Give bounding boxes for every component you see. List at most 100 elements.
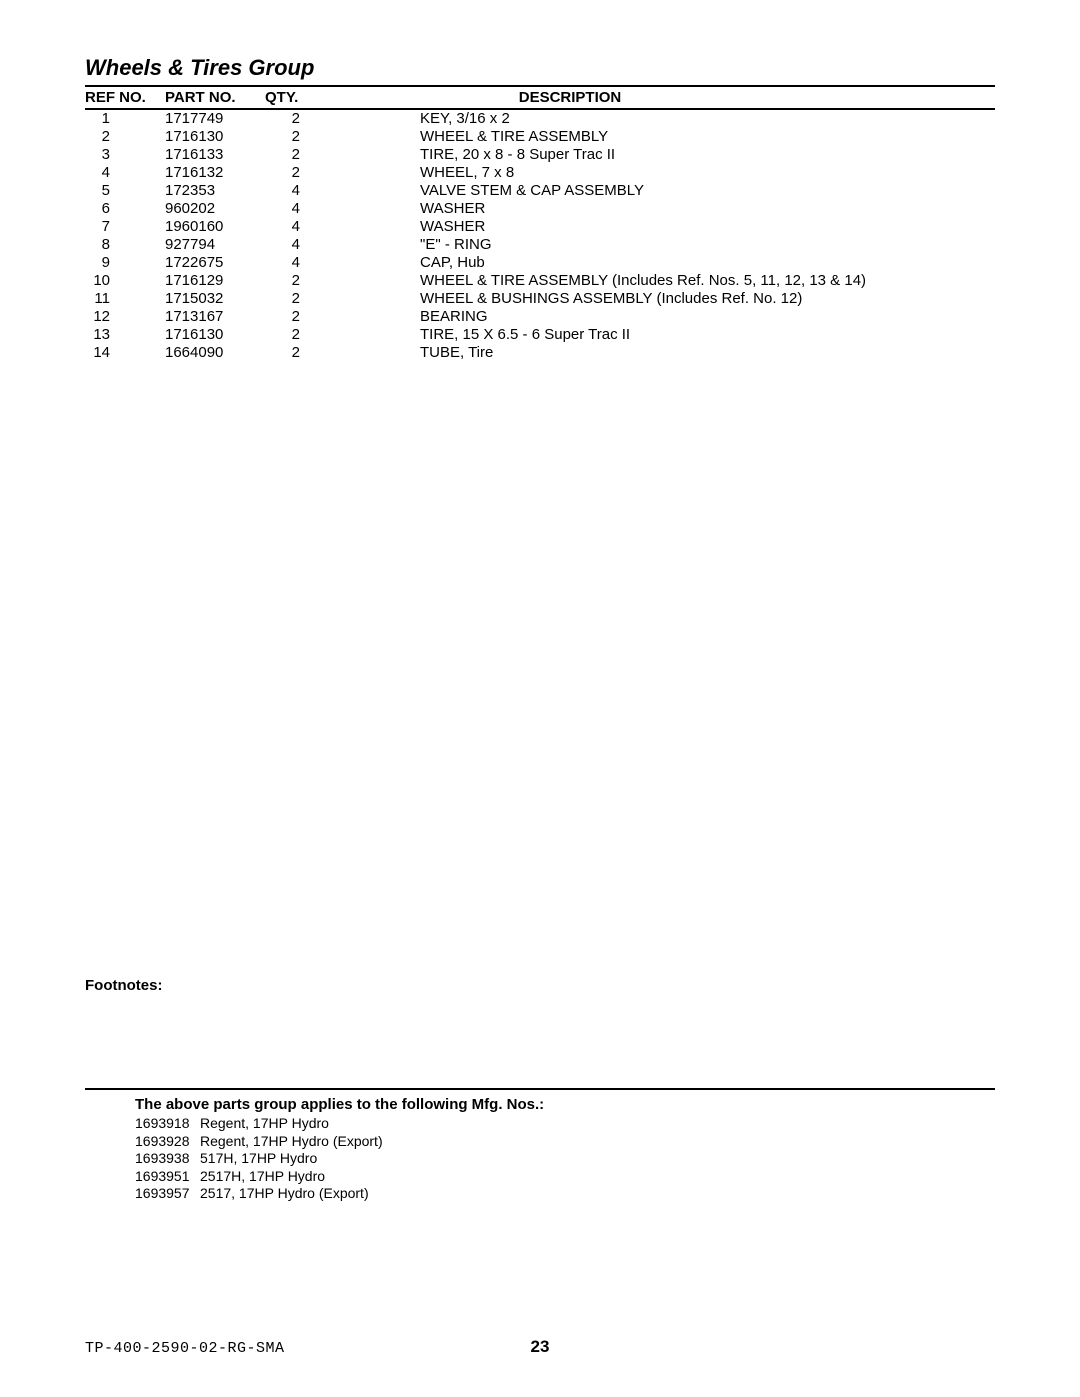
table-row: 89277944"E" - RING [85, 236, 995, 254]
cell-ref: 6 [85, 200, 165, 218]
mfg-desc: 2517H, 17HP Hydro [200, 1168, 995, 1186]
cell-ref: 7 [85, 218, 165, 236]
cell-desc: WHEEL & TIRE ASSEMBLY [345, 128, 995, 146]
table-body: 117177492KEY, 3/16 x 2217161302WHEEL & T… [85, 110, 995, 362]
table-row: 217161302WHEEL & TIRE ASSEMBLY [85, 128, 995, 146]
header-qty: Qty. [265, 89, 345, 106]
cell-desc: "E" - RING [345, 236, 995, 254]
mfg-number: 1693928 [135, 1133, 200, 1151]
page: Wheels & Tires Group Ref No. Part No. Qt… [0, 0, 1080, 1397]
cell-qty: 2 [265, 290, 345, 308]
table-row: 1017161292WHEEL & TIRE ASSEMBLY (Include… [85, 272, 995, 290]
cell-desc: TIRE, 20 x 8 - 8 Super Trac II [345, 146, 995, 164]
cell-ref: 13 [85, 326, 165, 344]
cell-ref: 2 [85, 128, 165, 146]
cell-qty: 4 [265, 200, 345, 218]
table-row: 51723534VALVE STEM & CAP ASSEMBLY [85, 182, 995, 200]
mfg-desc: Regent, 17HP Hydro (Export) [200, 1133, 995, 1151]
table-row: 1317161302TIRE, 15 X 6.5 - 6 Super Trac … [85, 326, 995, 344]
cell-part: 1716130 [165, 128, 265, 146]
mfg-row: 1693918Regent, 17HP Hydro [135, 1115, 995, 1133]
table-row: 1217131672BEARING [85, 308, 995, 326]
cell-part: 960202 [165, 200, 265, 218]
cell-desc: TIRE, 15 X 6.5 - 6 Super Trac II [345, 326, 995, 344]
cell-qty: 2 [265, 164, 345, 182]
mfg-row: 16939572517, 17HP Hydro (Export) [135, 1185, 995, 1203]
cell-desc: BEARING [345, 308, 995, 326]
mfg-row: 1693938517H, 17HP Hydro [135, 1150, 995, 1168]
section-title: Wheels & Tires Group [85, 55, 995, 81]
cell-part: 927794 [165, 236, 265, 254]
cell-qty: 2 [265, 146, 345, 164]
table-row: 1416640902TUBE, Tire [85, 344, 995, 362]
cell-ref: 3 [85, 146, 165, 164]
cell-ref: 12 [85, 308, 165, 326]
mfg-number: 1693918 [135, 1115, 200, 1133]
cell-ref: 5 [85, 182, 165, 200]
cell-desc: VALVE STEM & CAP ASSEMBLY [345, 182, 995, 200]
cell-ref: 10 [85, 272, 165, 290]
mfg-rows: 1693918Regent, 17HP Hydro1693928Regent, … [85, 1115, 995, 1203]
cell-part: 1722675 [165, 254, 265, 272]
cell-qty: 2 [265, 326, 345, 344]
cell-part: 1716129 [165, 272, 265, 290]
cell-part: 172353 [165, 182, 265, 200]
mfg-row: 1693928Regent, 17HP Hydro (Export) [135, 1133, 995, 1151]
cell-qty: 2 [265, 272, 345, 290]
cell-part: 1715032 [165, 290, 265, 308]
table-row: 117177492KEY, 3/16 x 2 [85, 110, 995, 128]
cell-ref: 14 [85, 344, 165, 362]
cell-qty: 2 [265, 308, 345, 326]
mfg-number: 1693951 [135, 1168, 200, 1186]
footnotes-heading: Footnotes: [85, 977, 162, 994]
cell-desc: WHEEL, 7 x 8 [345, 164, 995, 182]
mfg-desc: Regent, 17HP Hydro [200, 1115, 995, 1133]
mfg-desc: 517H, 17HP Hydro [200, 1150, 995, 1168]
table-row: 719601604WASHER [85, 218, 995, 236]
cell-desc: WASHER [345, 200, 995, 218]
cell-ref: 8 [85, 236, 165, 254]
cell-ref: 9 [85, 254, 165, 272]
cell-qty: 2 [265, 128, 345, 146]
cell-qty: 4 [265, 218, 345, 236]
cell-part: 1716133 [165, 146, 265, 164]
cell-qty: 4 [265, 254, 345, 272]
cell-qty: 2 [265, 344, 345, 362]
cell-qty: 2 [265, 110, 345, 128]
cell-desc: CAP, Hub [345, 254, 995, 272]
cell-part: 1717749 [165, 110, 265, 128]
mfg-row: 16939512517H, 17HP Hydro [135, 1168, 995, 1186]
document-number: TP-400-2590-02-RG-SMA [85, 1340, 285, 1357]
header-desc: Description [345, 89, 995, 106]
table-row: 1117150322WHEEL & BUSHINGS ASSEMBLY (Inc… [85, 290, 995, 308]
cell-desc: KEY, 3/16 x 2 [345, 110, 995, 128]
cell-desc: WHEEL & TIRE ASSEMBLY (Includes Ref. Nos… [345, 272, 995, 290]
header-ref: Ref No. [85, 89, 165, 106]
cell-desc: TUBE, Tire [345, 344, 995, 362]
footer-rule [85, 1088, 995, 1090]
table-row: 317161332TIRE, 20 x 8 - 8 Super Trac II [85, 146, 995, 164]
table-row: 69602024WASHER [85, 200, 995, 218]
cell-part: 1713167 [165, 308, 265, 326]
cell-part: 1960160 [165, 218, 265, 236]
mfg-heading: The above parts group applies to the fol… [85, 1096, 995, 1113]
cell-desc: WASHER [345, 218, 995, 236]
table-row: 417161322WHEEL, 7 x 8 [85, 164, 995, 182]
mfg-number: 1693938 [135, 1150, 200, 1168]
cell-ref: 1 [85, 110, 165, 128]
cell-ref: 11 [85, 290, 165, 308]
cell-ref: 4 [85, 164, 165, 182]
footer-block: The above parts group applies to the fol… [85, 1088, 995, 1203]
table-row: 917226754CAP, Hub [85, 254, 995, 272]
table-header: Ref No. Part No. Qty. Description [85, 85, 995, 110]
header-part: Part No. [165, 89, 265, 106]
cell-part: 1716132 [165, 164, 265, 182]
mfg-number: 1693957 [135, 1185, 200, 1203]
cell-part: 1716130 [165, 326, 265, 344]
cell-desc: WHEEL & BUSHINGS ASSEMBLY (Includes Ref.… [345, 290, 995, 308]
mfg-desc: 2517, 17HP Hydro (Export) [200, 1185, 995, 1203]
cell-qty: 4 [265, 182, 345, 200]
cell-qty: 4 [265, 236, 345, 254]
page-number: 23 [531, 1337, 550, 1357]
cell-part: 1664090 [165, 344, 265, 362]
